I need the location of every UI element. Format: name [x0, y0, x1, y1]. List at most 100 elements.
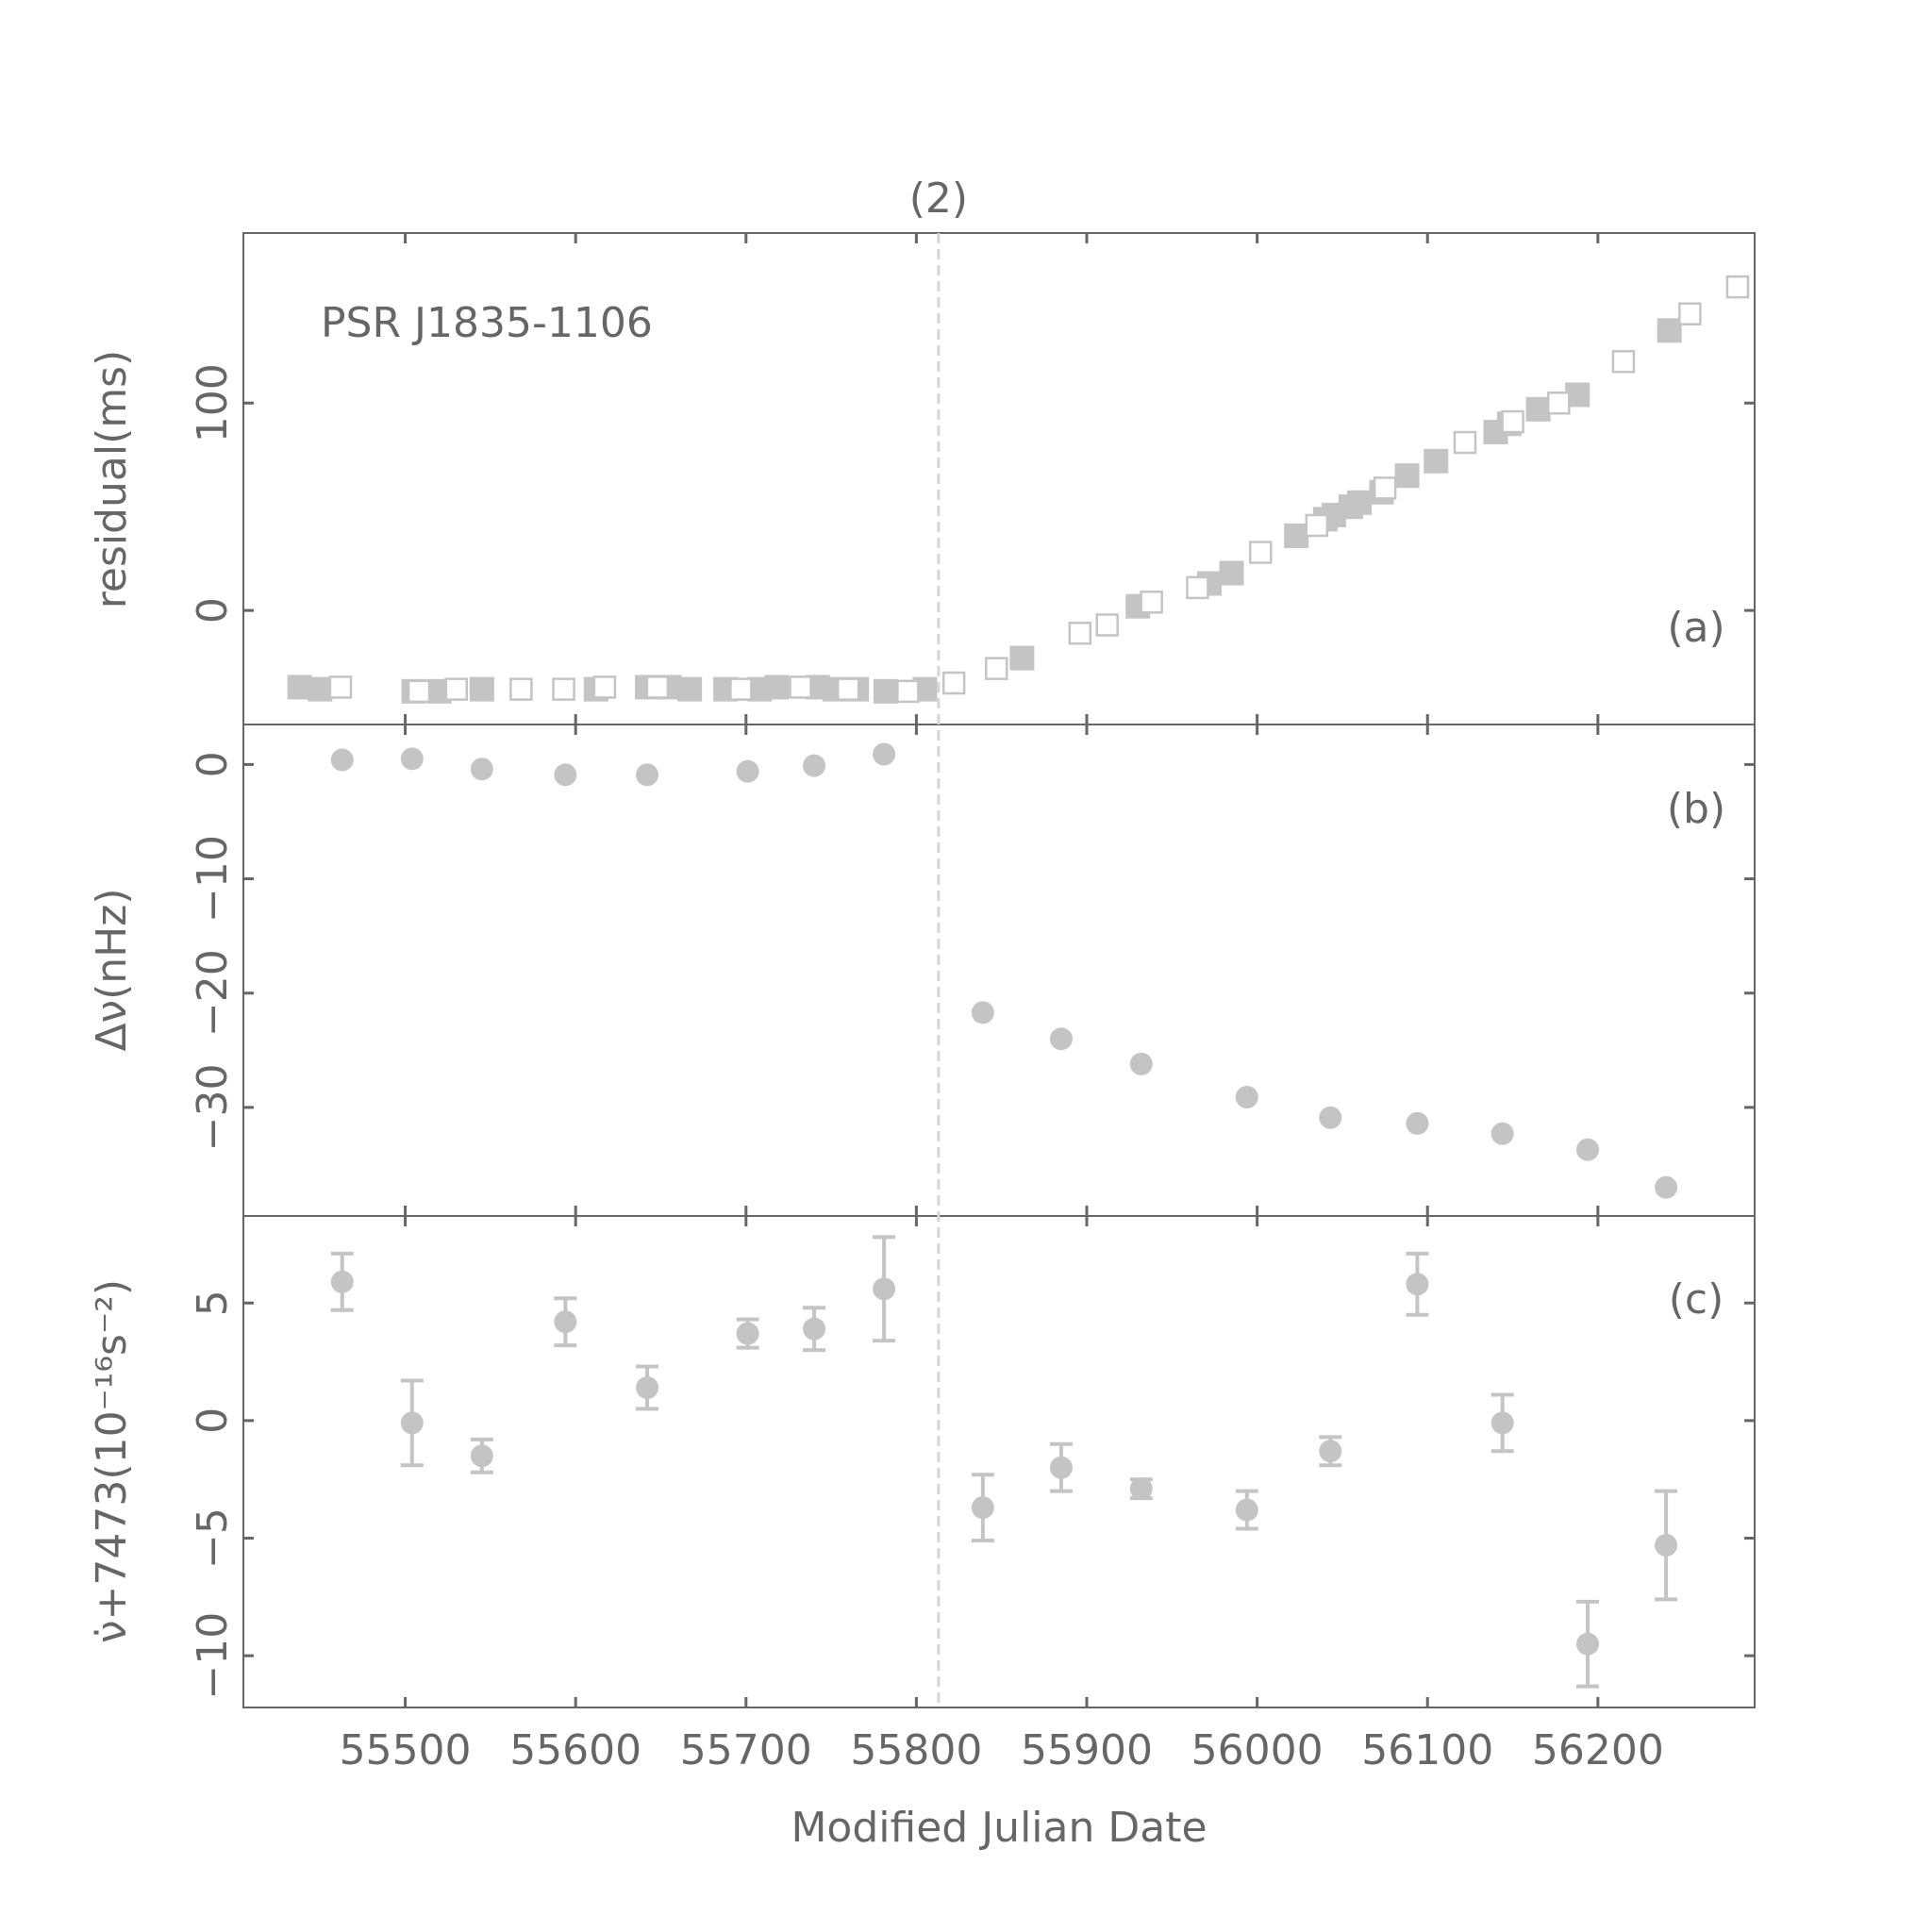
circle-point: [470, 758, 493, 781]
x-tick-label: 56000: [1191, 1726, 1324, 1774]
errorbar-point: [736, 1317, 759, 1350]
open-square-point: [1305, 513, 1329, 538]
errorbar-point: [1655, 1489, 1678, 1602]
x-axis-label: Modified Julian Date: [791, 1804, 1207, 1852]
circle-point: [1319, 1440, 1342, 1463]
circle-point: [554, 1310, 577, 1334]
open-square-point: [1453, 430, 1477, 455]
x-tick-label: 55900: [1021, 1726, 1153, 1774]
open-square-point: [1611, 350, 1636, 374]
filled-square-point: [308, 676, 333, 702]
circle-point: [1049, 1027, 1073, 1051]
errorbar-point: [1049, 1441, 1073, 1493]
filled-square-point: [1346, 490, 1372, 515]
errorbar-point: [554, 1296, 577, 1348]
errorbar-point: [1129, 1477, 1153, 1501]
open-square-point: [592, 675, 617, 699]
circle-point: [1129, 1052, 1153, 1075]
panel-c-frequency-derivative: 55500 55600 55700 55800 55900 56000 56100 56200…: [88, 1215, 1756, 1774]
circle-point: [1406, 1273, 1429, 1296]
filled-square-point: [1284, 523, 1309, 548]
filled-square-point: [1009, 645, 1035, 671]
errorbar-point: [470, 1437, 493, 1474]
circle-point: [873, 742, 896, 766]
open-square-point: [1678, 302, 1702, 325]
filled-square-point: [1424, 448, 1449, 474]
open-square-point: [1248, 541, 1273, 564]
open-square-point: [1068, 622, 1092, 645]
circle-point: [803, 1317, 826, 1341]
y-tick-label: 0: [189, 597, 237, 624]
circle-point: [470, 1444, 493, 1468]
circle-point: [1655, 1533, 1678, 1557]
open-square-point: [1501, 409, 1524, 434]
filled-square-point: [873, 678, 898, 704]
open-square-point: [985, 657, 1008, 680]
circle-point: [1406, 1111, 1429, 1135]
open-square-point: [407, 679, 431, 704]
y-axis-label: ν̇+7473(10⁻¹⁶s⁻²): [88, 1279, 136, 1643]
filled-square-point: [1657, 318, 1682, 343]
plot-frame: [242, 724, 1756, 1217]
circle-point: [1235, 1498, 1258, 1522]
open-square-point: [836, 677, 860, 701]
circle-point: [636, 763, 659, 787]
y-axis-label: Δν(nHz): [88, 888, 136, 1051]
open-square-point: [729, 677, 753, 701]
circle-point: [400, 747, 424, 771]
open-square-point: [1140, 591, 1163, 614]
plot-frame: [242, 1215, 1756, 1708]
circle-point: [1576, 1138, 1600, 1161]
circle-point: [736, 759, 759, 783]
filled-square-point: [287, 675, 312, 700]
circle-point: [803, 754, 826, 777]
y-tick-label: 100: [189, 363, 237, 442]
panel-a-residuals: 0 100 residual(ms) (a) PSR J1835-1106: [88, 232, 1756, 725]
x-tick-label: 56200: [1532, 1726, 1664, 1774]
circle-point: [554, 763, 577, 787]
circle-point: [330, 1270, 354, 1293]
circle-point: [1129, 1477, 1153, 1501]
open-square-point: [789, 675, 812, 699]
open-square-point: [645, 675, 670, 699]
y-tick-label: −20: [189, 949, 237, 1037]
y-tick-label: −10: [189, 1612, 237, 1700]
open-square-point: [1186, 575, 1209, 600]
filled-square-point: [677, 676, 703, 702]
open-square-point: [1547, 391, 1571, 415]
panel-label: (c): [1669, 1275, 1724, 1324]
panel-b-frequency-offset: 0 −10 −20 −30 Δν(nHz) (b): [88, 724, 1756, 1217]
open-square-point: [444, 677, 469, 701]
open-square-point: [509, 677, 533, 701]
errorbar-point: [400, 1378, 424, 1468]
circle-point: [1576, 1632, 1600, 1656]
circle-point: [873, 1277, 896, 1301]
errorbar-point: [1491, 1392, 1514, 1454]
open-square-point: [896, 679, 920, 704]
panel-label: (b): [1667, 785, 1725, 833]
panel-label: (a): [1667, 604, 1724, 652]
y-tick-label: −10: [189, 835, 237, 923]
x-tick-label: 55700: [680, 1726, 812, 1774]
circle-point: [1491, 1411, 1514, 1435]
open-square-point: [1373, 476, 1397, 500]
y-tick-label: −30: [189, 1063, 237, 1151]
x-tick-label: 56100: [1361, 1726, 1493, 1774]
errorbar-point: [803, 1306, 826, 1353]
errorbar-point: [330, 1251, 354, 1312]
figure-overlay: (2) Modified Julian Date: [791, 175, 1207, 1852]
y-tick-label: 5: [189, 1290, 237, 1316]
filled-square-point: [1525, 396, 1551, 422]
errorbar-point: [971, 1473, 994, 1543]
pulsar-name-annotation: PSR J1835-1106: [321, 299, 653, 347]
errorbar-point: [1319, 1435, 1342, 1468]
x-tick-label: 55500: [340, 1726, 472, 1774]
y-tick-label: 0: [189, 751, 237, 777]
errorbar-point: [636, 1364, 659, 1411]
filled-square-point: [469, 676, 494, 702]
circle-point: [1049, 1456, 1073, 1479]
open-square-point: [1725, 275, 1750, 299]
circle-point: [400, 1411, 424, 1435]
x-tick-label: 55800: [850, 1726, 982, 1774]
